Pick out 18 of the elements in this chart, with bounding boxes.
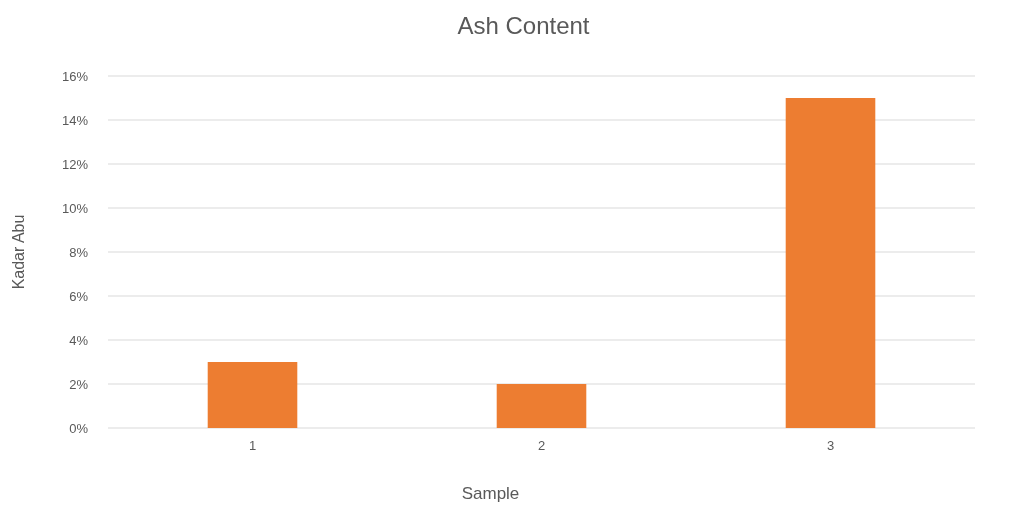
x-tick-label: 2: [537, 438, 546, 453]
y-tick-label: 16%: [61, 68, 89, 84]
bar: [785, 98, 876, 428]
y-tick-label: 2%: [69, 376, 89, 392]
x-tick-label: 1: [248, 438, 257, 453]
y-tick-label: 14%: [61, 112, 89, 128]
bar: [207, 362, 298, 428]
y-tick-label: 0%: [69, 420, 89, 436]
y-tick-label: 10%: [61, 200, 89, 216]
x-axis-title: Sample: [461, 484, 520, 503]
bar: [496, 384, 587, 428]
y-tick-label: 6%: [69, 288, 89, 304]
y-tick-label: 4%: [69, 332, 89, 348]
y-axis-title: Kadar Abu: [10, 214, 27, 290]
chart-title: Ash Content: [457, 12, 590, 39]
x-tick-label: 3: [826, 438, 835, 453]
y-tick-label: 12%: [61, 156, 89, 172]
y-tick-label: 8%: [69, 244, 89, 260]
